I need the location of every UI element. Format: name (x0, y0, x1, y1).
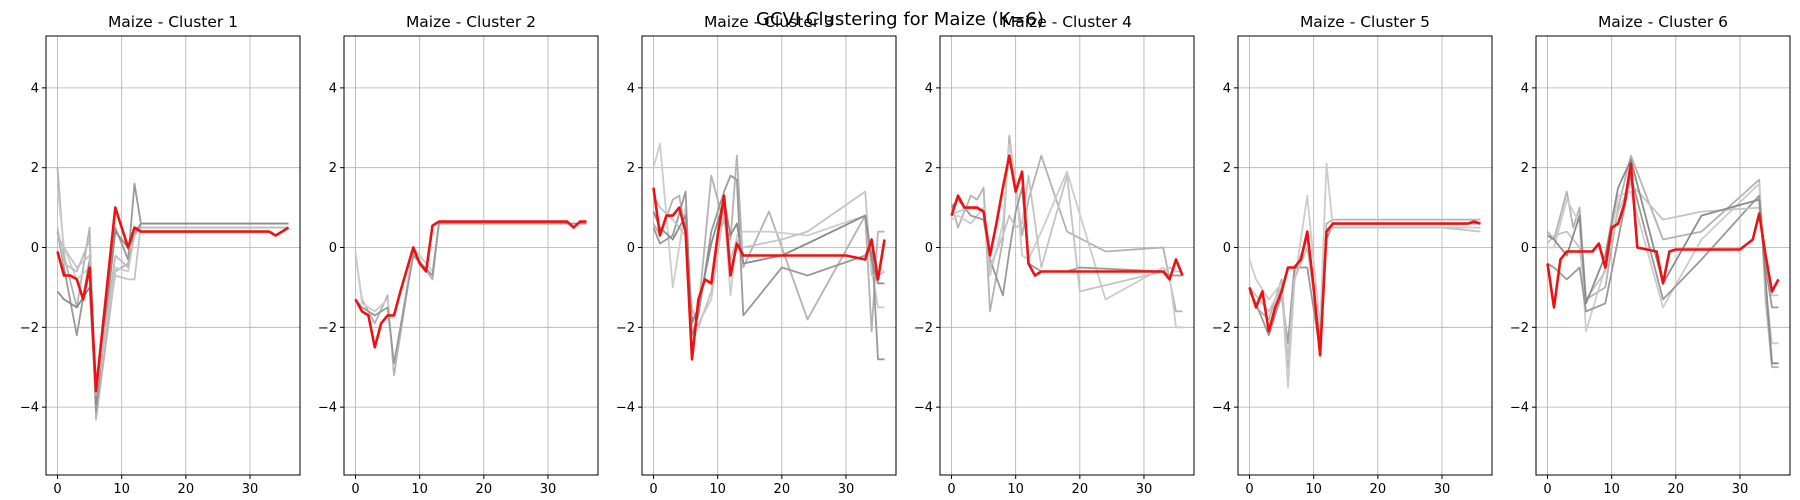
y-tick-label: 0 (329, 241, 337, 256)
y-tick-label: 2 (1521, 161, 1529, 176)
member-series-line (1547, 158, 1779, 365)
panel-title: Maize - Cluster 3 (704, 13, 834, 31)
x-tick-label: 0 (351, 482, 359, 497)
panel-title: Maize - Cluster 2 (406, 13, 536, 31)
y-tick-label: −4 (1212, 401, 1231, 416)
panel-title: Maize - Cluster 1 (108, 13, 238, 31)
y-tick-label: −2 (20, 321, 39, 336)
y-tick-label: 4 (1223, 81, 1231, 96)
y-tick-label: 0 (1223, 241, 1231, 256)
x-tick-label: 20 (476, 482, 493, 497)
y-tick-label: −4 (616, 401, 635, 416)
x-tick-label: 20 (1668, 482, 1685, 497)
panel-1: 0 10 20 30 −4 −2 0 2 4 Maize - Cluster 1 (20, 13, 301, 497)
y-tick-label: −2 (616, 321, 635, 336)
centroid-series-line (652, 187, 886, 361)
x-tick-label: 0 (947, 482, 955, 497)
y-tick-label: 2 (925, 161, 933, 176)
panel-title: Maize - Cluster 6 (1598, 13, 1728, 31)
x-tick-label: 10 (709, 482, 726, 497)
x-tick-label: 0 (649, 482, 657, 497)
x-tick-label: 10 (1007, 482, 1024, 497)
y-tick-label: 0 (31, 241, 39, 256)
figure-suptitle: GCVI Clustering for Maize (K=6) (756, 9, 1044, 30)
y-tick-label: −2 (914, 321, 933, 336)
x-tick-label: 30 (242, 482, 259, 497)
panel-title: Maize - Cluster 4 (1002, 13, 1132, 31)
panel-6: 0 10 20 30 −4 −2 0 2 4 Maize - Cluster 6 (1510, 13, 1791, 497)
member-series-line (1248, 226, 1481, 361)
panel-frame (1535, 35, 1791, 476)
series-group (1546, 154, 1780, 369)
centroid-series-line (354, 220, 587, 349)
y-tick-label: 4 (925, 81, 933, 96)
centroid-series-line (1248, 220, 1481, 357)
centroid-series-line (1546, 162, 1780, 309)
x-tick-label: 30 (1434, 482, 1451, 497)
panel-frame (1237, 35, 1493, 476)
x-tick-label: 20 (1072, 482, 1089, 497)
y-tick-label: −4 (914, 401, 933, 416)
panel-frame (939, 35, 1195, 476)
x-tick-label: 10 (113, 482, 130, 497)
x-tick-label: 10 (411, 482, 428, 497)
y-tick-label: 2 (1223, 161, 1231, 176)
x-tick-label: 0 (53, 482, 61, 497)
member-series-line (56, 226, 289, 397)
y-tick-label: 2 (627, 161, 635, 176)
y-tick-label: 4 (31, 81, 39, 96)
panel-2: 0 10 20 30 −4 −2 0 2 4 Maize - Cluster 2 (318, 13, 599, 497)
panel-4: 0 10 20 30 −4 −2 0 2 4 Maize - Cluster 4 (914, 13, 1195, 497)
y-tick-label: 2 (329, 161, 337, 176)
centroid-series-line (56, 206, 290, 393)
x-tick-label: 0 (1245, 482, 1253, 497)
y-tick-label: 2 (31, 161, 39, 176)
y-tick-label: 0 (1521, 241, 1529, 256)
y-tick-label: −2 (1510, 321, 1529, 336)
series-group (652, 142, 886, 361)
panel-frame (641, 35, 897, 476)
y-tick-label: 4 (627, 81, 635, 96)
y-tick-label: −4 (1510, 401, 1529, 416)
y-tick-label: −2 (1212, 321, 1231, 336)
panel-frame (45, 35, 301, 476)
series-group (354, 220, 587, 377)
x-tick-label: 30 (838, 482, 855, 497)
y-tick-label: 4 (1521, 81, 1529, 96)
series-group (1248, 162, 1481, 389)
x-tick-label: 10 (1603, 482, 1620, 497)
series-group (950, 134, 1184, 329)
y-tick-label: −2 (318, 321, 337, 336)
y-tick-label: −4 (318, 401, 337, 416)
panel-5: 0 10 20 30 −4 −2 0 2 4 Maize - Cluster 5 (1212, 13, 1493, 497)
x-tick-label: 0 (1543, 482, 1551, 497)
centroid-series-line (950, 154, 1184, 281)
x-tick-label: 10 (1305, 482, 1322, 497)
member-series-line (652, 198, 885, 325)
x-tick-label: 20 (178, 482, 195, 497)
series-group (56, 167, 290, 421)
y-tick-label: 0 (925, 241, 933, 256)
x-tick-label: 30 (1732, 482, 1749, 497)
x-tick-label: 20 (1370, 482, 1387, 497)
panel-title: Maize - Cluster 5 (1300, 13, 1430, 31)
y-tick-label: 0 (627, 241, 635, 256)
panel-3: 0 10 20 30 −4 −2 0 2 4 Maize - Cluster 3 (616, 13, 897, 497)
x-tick-label: 30 (540, 482, 557, 497)
y-tick-label: −4 (20, 401, 39, 416)
x-tick-label: 20 (774, 482, 791, 497)
panel-frame (343, 35, 599, 476)
y-tick-label: 4 (329, 81, 337, 96)
x-tick-label: 30 (1136, 482, 1153, 497)
